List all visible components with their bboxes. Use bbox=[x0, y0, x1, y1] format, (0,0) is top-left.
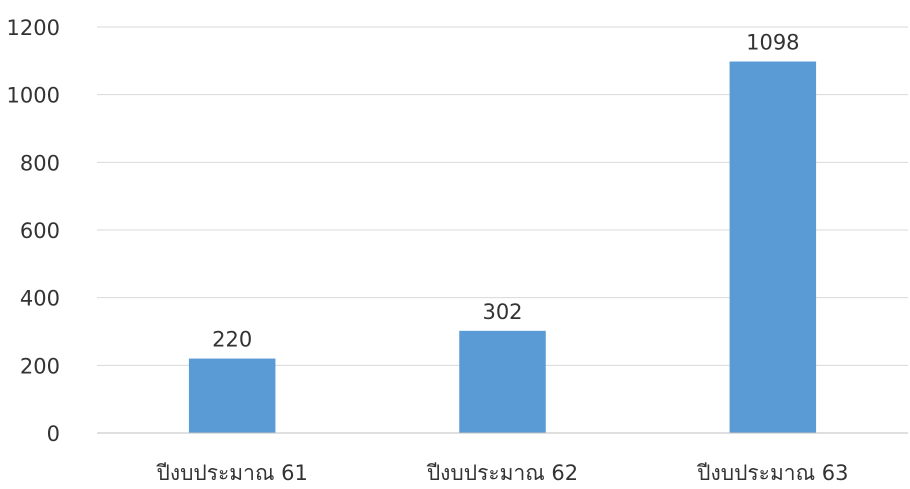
category-label: ปีงบประมาณ 62 bbox=[426, 461, 578, 485]
y-tick-label: 800 bbox=[20, 151, 60, 175]
data-label: 1098 bbox=[746, 31, 799, 55]
y-tick-label: 600 bbox=[20, 219, 60, 243]
bar bbox=[459, 330, 546, 433]
y-tick-label: 1000 bbox=[7, 84, 60, 108]
y-tick-label: 0 bbox=[47, 422, 60, 446]
bars bbox=[188, 61, 817, 433]
data-label: 220 bbox=[212, 328, 252, 352]
y-tick-label: 1200 bbox=[7, 16, 60, 40]
data-label: 302 bbox=[482, 300, 522, 324]
category-label: ปีงบประมาณ 63 bbox=[696, 461, 848, 485]
bar bbox=[188, 358, 276, 433]
y-axis-ticks: 0 200 400 600 800 1000 1200 bbox=[7, 16, 60, 446]
data-labels: 220 302 1098 bbox=[212, 31, 799, 352]
y-tick-label: 200 bbox=[20, 354, 60, 378]
category-label: ปีงบประมาณ 61 bbox=[156, 461, 308, 485]
y-tick-label: 400 bbox=[20, 287, 60, 311]
bar bbox=[729, 61, 817, 433]
category-labels: ปีงบประมาณ 61 ปีงบประมาณ 62 ปีงบประมาณ 63 bbox=[156, 461, 849, 485]
